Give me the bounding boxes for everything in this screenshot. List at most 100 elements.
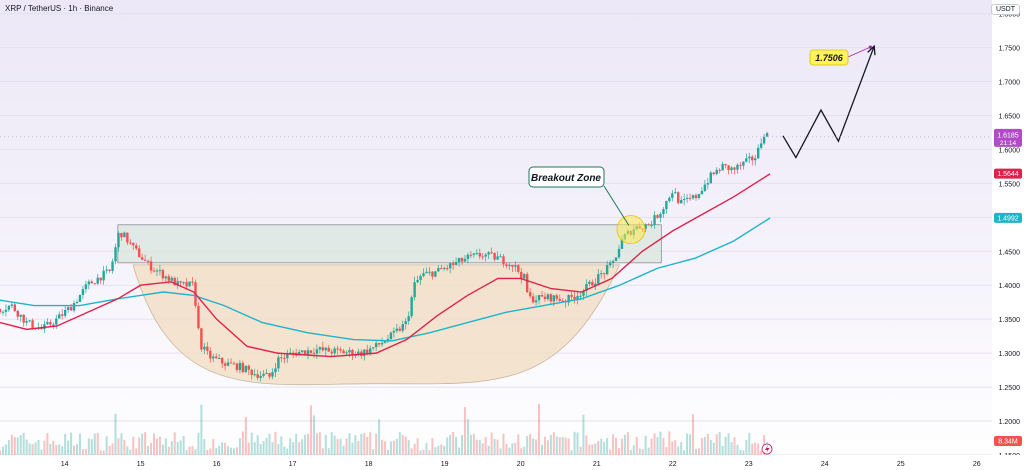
volume-bar (123, 439, 126, 455)
candle-body (250, 369, 253, 375)
volume-bar (511, 443, 514, 455)
volume-bar (78, 433, 81, 455)
volume-bar (259, 443, 262, 455)
candle-body (481, 256, 484, 258)
candle-body (16, 310, 19, 317)
candle-body (46, 322, 49, 325)
volume-bar (215, 448, 218, 455)
candle-body (576, 295, 579, 300)
currency-button[interactable]: USDT (990, 4, 1020, 15)
candle-body (555, 295, 558, 299)
candle-body (93, 283, 96, 285)
volume-bar (721, 446, 724, 455)
candle-body (759, 143, 763, 148)
volume-bar (336, 439, 339, 455)
candle-body (591, 281, 594, 286)
volume-bar (529, 433, 532, 455)
candle-body (505, 264, 508, 266)
volume-bar (4, 444, 7, 455)
volume-bar (724, 436, 727, 455)
volume-bar (653, 433, 656, 455)
volume-bar (304, 434, 307, 455)
volume-bar (606, 438, 609, 455)
candle-body (437, 268, 440, 272)
volume-bar (70, 432, 73, 455)
candle-body (289, 352, 292, 354)
candle-body (677, 192, 680, 204)
candle-body (135, 245, 138, 249)
last-price-label-bg (994, 128, 1022, 147)
volume-bar (656, 437, 659, 455)
volume-bar (570, 450, 573, 455)
candle-body (105, 269, 108, 271)
volume-bar (147, 445, 150, 455)
candle-body (140, 257, 144, 260)
candle-body (176, 281, 179, 286)
candle-body (345, 352, 348, 354)
candle-body (185, 282, 188, 287)
volume-bar (31, 444, 34, 455)
volume-bar (422, 449, 425, 455)
candle-body (392, 330, 396, 333)
candle-body (380, 342, 384, 345)
candle-body (84, 284, 88, 290)
candle-body (253, 374, 256, 376)
volume-bar (372, 449, 375, 455)
candle-body (339, 349, 342, 351)
time-tick-label: 17 (289, 461, 297, 468)
volume-bar (754, 442, 757, 455)
candle-body (262, 373, 265, 376)
volume-bar (191, 446, 194, 455)
volume-bar (680, 442, 683, 455)
volume-bar (647, 447, 650, 455)
volume-bar (99, 450, 102, 455)
breakout-highlight (616, 215, 646, 244)
candle-body (286, 353, 289, 359)
candle-body (739, 164, 742, 166)
candle-body (446, 267, 449, 269)
time-tick-label: 14 (61, 461, 69, 468)
candle-body (223, 363, 227, 366)
candle-body (87, 281, 91, 285)
candle-body (742, 161, 745, 166)
candle-body (13, 304, 17, 311)
volume-bar (321, 448, 324, 455)
volume-bar (650, 438, 653, 455)
volume-bar (244, 417, 247, 455)
candle-body (232, 363, 236, 365)
volume-bar (446, 437, 449, 455)
time-tick-label: 22 (669, 461, 677, 468)
volume-bar (301, 439, 304, 455)
volume-bar (567, 438, 570, 455)
volume-bar (129, 449, 132, 455)
volume-bar (37, 439, 40, 455)
volume-bar (363, 433, 366, 455)
candle-body (188, 281, 191, 287)
volume-bar (523, 446, 526, 455)
candle-body (123, 232, 126, 238)
candle-body (425, 271, 428, 274)
volume-bar (375, 433, 378, 455)
volume-bar (203, 439, 206, 455)
candle-body (265, 372, 268, 374)
candle-body (709, 172, 713, 184)
volume-bar (194, 449, 197, 455)
candle-body (653, 215, 656, 225)
candle-body (132, 242, 135, 246)
volume-bar (232, 448, 235, 455)
volume-bar (144, 432, 147, 455)
candle-body (271, 372, 274, 377)
volume-bar (407, 440, 410, 455)
volume-bar (111, 443, 114, 455)
volume-bar (419, 450, 422, 455)
volume-bar (404, 436, 407, 455)
candle-body (443, 267, 446, 269)
volume-bar (638, 448, 641, 455)
volume-bar (93, 433, 96, 455)
volume-bar (425, 442, 428, 455)
price-tick-label: 1.3000 (999, 351, 1021, 358)
candle-body (108, 269, 111, 271)
volume-bar (274, 431, 277, 455)
